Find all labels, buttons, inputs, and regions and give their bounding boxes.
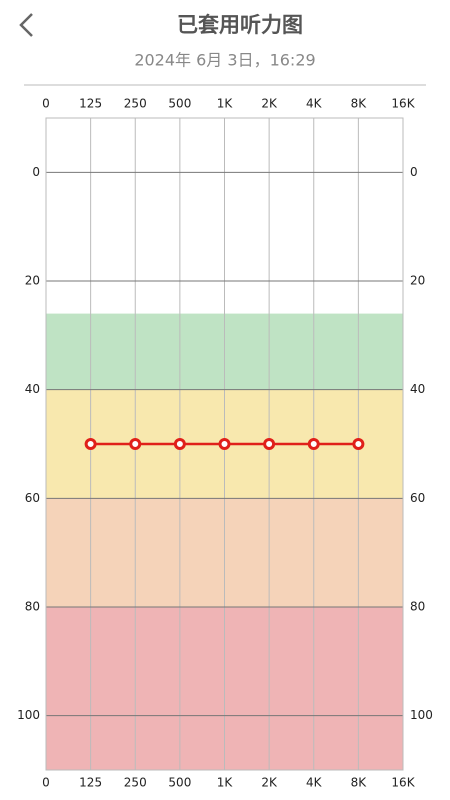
y-tick-label: 60: [410, 491, 425, 505]
y-tick-label: 100: [410, 708, 433, 722]
x-tick-label: 8K: [351, 97, 368, 111]
y-tick-label: 80: [410, 600, 425, 614]
back-button[interactable]: [19, 13, 33, 37]
x-tick-label: 4K: [306, 776, 323, 790]
x-tick-label: 8K: [351, 776, 368, 790]
y-tick-label: 20: [410, 274, 425, 288]
plot-border: [45, 117, 404, 771]
x-tick-label: 2K: [261, 97, 278, 111]
date: 2024年 6月 3日，16:29: [134, 51, 315, 70]
x-tick-label: 250: [124, 97, 147, 111]
x-tick-label: 0: [42, 97, 50, 111]
data-point: [307, 438, 320, 450]
y-tick-label: 60: [25, 491, 40, 505]
y-tick-label: 20: [25, 274, 40, 288]
x-tick-label: 125: [79, 776, 102, 790]
data-point: [218, 438, 231, 450]
x-tick-label: 2K: [261, 776, 278, 790]
x-tick-label: 16K: [391, 97, 415, 111]
x-tick-label: 500: [168, 776, 191, 790]
data-point: [352, 438, 365, 450]
x-tick-label: 1K: [217, 776, 234, 790]
y-tick-label: 80: [25, 600, 40, 614]
x-tick-label: 0: [42, 776, 50, 790]
x-tick-label: 500: [168, 97, 191, 111]
data-point: [263, 438, 276, 450]
y-tick-label: 40: [25, 382, 40, 396]
y-tick-label: 0: [410, 165, 418, 179]
plot: 0 0 125 125 250 250 500 500 1K 1K 2K 2K 4K 4K 8K 8K 16K 1…: [17, 97, 433, 790]
data-point: [173, 438, 186, 450]
x-tick-label: 250: [124, 776, 147, 790]
x-tick-label: 16K: [391, 776, 415, 790]
y-tick-label: 100: [17, 708, 40, 722]
page-title: 已套用听力图: [177, 13, 303, 37]
y-tick-label: 0: [32, 165, 40, 179]
data-point: [129, 438, 142, 450]
x-tick-label: 4K: [306, 97, 323, 111]
y-tick-label: 40: [410, 382, 425, 396]
x-tick-label: 125: [79, 97, 102, 111]
x-tick-label: 1K: [217, 97, 234, 111]
data-point: [84, 438, 97, 450]
